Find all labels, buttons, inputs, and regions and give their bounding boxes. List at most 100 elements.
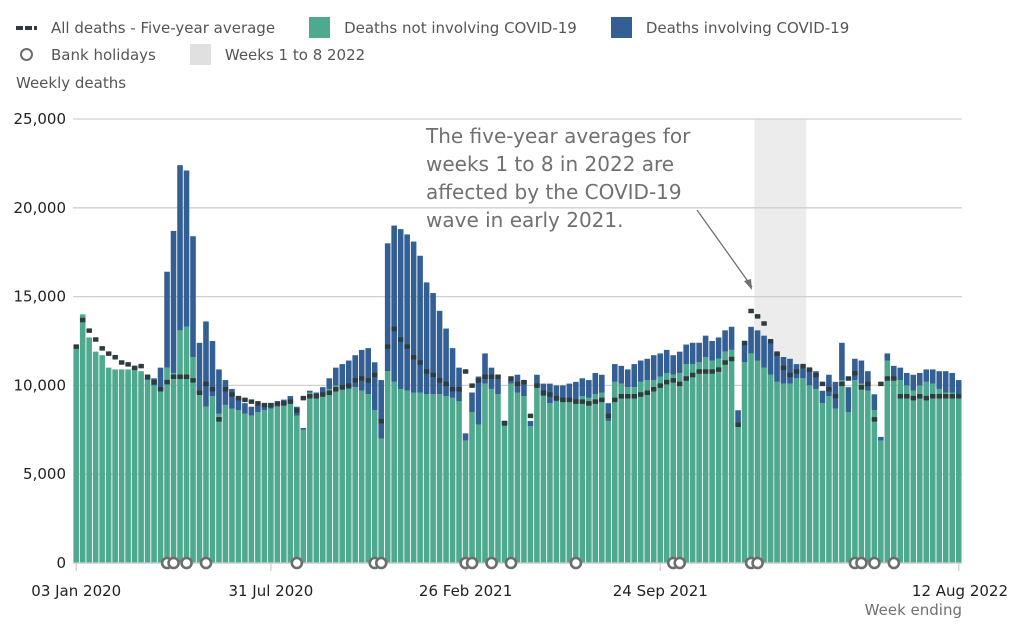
bar-covid[interactable] [300, 428, 307, 430]
bar-covid[interactable] [579, 378, 586, 397]
bar-not-covid[interactable] [592, 394, 599, 563]
bar-covid[interactable] [157, 367, 164, 391]
bar-not-covid[interactable] [923, 381, 930, 563]
bar-not-covid[interactable] [521, 396, 527, 563]
bar-not-covid[interactable] [92, 351, 99, 563]
bar-not-covid[interactable] [800, 378, 806, 563]
bar-covid[interactable] [586, 380, 592, 398]
bar-not-covid[interactable] [352, 387, 359, 563]
bar-not-covid[interactable] [793, 378, 800, 563]
bar-covid[interactable] [878, 436, 884, 441]
bar-covid[interactable] [287, 396, 294, 402]
bar-covid[interactable] [722, 330, 728, 352]
bank-holiday-marker[interactable] [180, 556, 193, 570]
bar-not-covid[interactable] [378, 438, 384, 563]
bar-covid[interactable] [644, 358, 651, 381]
bar-covid[interactable] [599, 374, 605, 393]
bar-not-covid[interactable] [112, 369, 118, 563]
bar-covid[interactable] [319, 387, 326, 393]
bar-not-covid[interactable] [527, 426, 534, 563]
bank-holiday-marker[interactable] [751, 556, 764, 570]
bar-not-covid[interactable] [949, 392, 956, 563]
bar-covid[interactable] [670, 355, 676, 375]
bar-covid[interactable] [495, 378, 501, 395]
bar-not-covid[interactable] [761, 367, 767, 563]
bar-not-covid[interactable] [196, 394, 203, 563]
bar-covid[interactable] [326, 378, 333, 389]
bar-covid[interactable] [527, 420, 534, 427]
bar-not-covid[interactable] [871, 410, 878, 563]
bar-not-covid[interactable] [663, 372, 670, 563]
bar-not-covid[interactable] [105, 367, 112, 563]
bar-not-covid[interactable] [462, 440, 469, 563]
bar-not-covid[interactable] [384, 371, 391, 563]
bar-not-covid[interactable] [423, 394, 430, 563]
bar-not-covid[interactable] [618, 383, 625, 563]
bar-covid[interactable] [410, 241, 417, 393]
bar-not-covid[interactable] [573, 399, 579, 563]
bank-holiday-marker[interactable] [569, 556, 583, 570]
bar-covid[interactable] [916, 372, 923, 386]
bar-covid[interactable] [553, 385, 560, 402]
bar-not-covid[interactable] [274, 406, 281, 563]
bar-not-covid[interactable] [676, 372, 683, 563]
bar-covid[interactable] [605, 403, 612, 421]
bar-covid[interactable] [715, 337, 722, 359]
bank-holiday-marker[interactable] [855, 556, 868, 570]
bar-not-covid[interactable] [910, 390, 917, 563]
bar-covid[interactable] [592, 372, 599, 395]
bar-covid[interactable] [702, 335, 709, 357]
bar-covid[interactable] [216, 369, 222, 414]
bar-not-covid[interactable] [709, 360, 715, 563]
bar-not-covid[interactable] [955, 394, 962, 563]
bar-covid[interactable] [462, 433, 469, 441]
bar-covid[interactable] [436, 310, 443, 395]
legend-item-weeks-1-8-2022[interactable]: Weeks 1 to 8 2022 [189, 44, 365, 65]
bank-holiday-marker[interactable] [485, 556, 498, 570]
bar-not-covid[interactable] [650, 380, 657, 563]
bar-not-covid[interactable] [371, 410, 378, 563]
bar-not-covid[interactable] [170, 372, 177, 563]
bar-not-covid[interactable] [891, 378, 897, 563]
bar-not-covid[interactable] [203, 406, 209, 563]
bar-covid[interactable] [709, 341, 715, 361]
bar-covid[interactable] [767, 342, 774, 375]
bar-not-covid[interactable] [339, 385, 346, 563]
bar-covid[interactable] [903, 372, 910, 386]
bar-not-covid[interactable] [404, 390, 410, 563]
bar-covid[interactable] [735, 410, 741, 423]
bank-holiday-marker[interactable] [465, 556, 479, 570]
bar-covid[interactable] [865, 371, 871, 391]
bar-covid[interactable] [261, 404, 268, 411]
bar-covid[interactable] [456, 367, 462, 402]
bar-not-covid[interactable] [865, 390, 871, 563]
bar-covid[interactable] [683, 344, 689, 365]
bar-covid[interactable] [449, 348, 456, 398]
bar-covid[interactable] [196, 342, 203, 395]
bar-not-covid[interactable] [780, 383, 787, 563]
bar-covid[interactable] [170, 230, 177, 373]
bar-not-covid[interactable] [696, 362, 702, 563]
bar-not-covid[interactable] [248, 415, 255, 563]
bar-covid[interactable] [676, 351, 683, 373]
bar-covid[interactable] [397, 229, 404, 389]
bar-covid[interactable] [352, 355, 359, 388]
bar-covid[interactable] [566, 383, 573, 400]
bar-not-covid[interactable] [436, 394, 443, 563]
bar-not-covid[interactable] [157, 390, 164, 563]
bar-not-covid[interactable] [358, 390, 365, 563]
bar-covid[interactable] [819, 390, 826, 404]
bar-not-covid[interactable] [469, 412, 475, 563]
bar-covid[interactable] [378, 380, 384, 439]
bar-not-covid[interactable] [540, 396, 547, 563]
bank-holiday-marker[interactable] [167, 556, 180, 570]
bar-not-covid[interactable] [942, 392, 949, 563]
bar-not-covid[interactable] [599, 392, 605, 563]
bar-not-covid[interactable] [456, 401, 462, 563]
bar-covid[interactable] [190, 236, 196, 357]
bar-not-covid[interactable] [735, 422, 741, 563]
bar-covid[interactable] [235, 397, 242, 411]
bar-not-covid[interactable] [845, 412, 852, 563]
bar-not-covid[interactable] [689, 364, 696, 563]
bar-covid[interactable] [222, 380, 229, 405]
